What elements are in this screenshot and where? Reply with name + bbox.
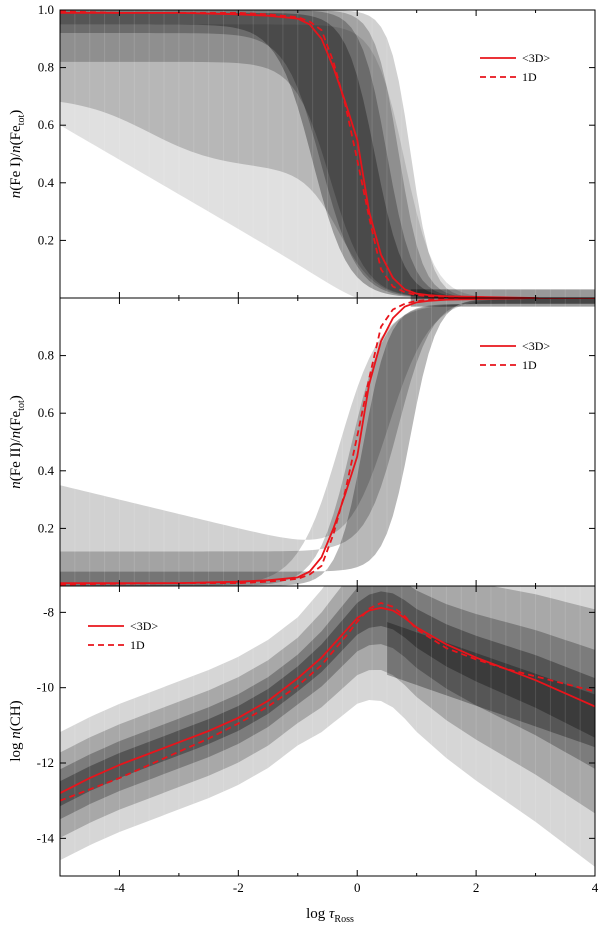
- density-band: [386, 621, 595, 748]
- series-1d-line: [60, 298, 595, 586]
- x-tick-label: 4: [592, 880, 599, 895]
- series-1d-line: [60, 10, 541, 298]
- legend: <3D> 1D: [480, 51, 550, 84]
- x-tick-label: 0: [354, 880, 361, 895]
- y-tick-label: 0.8: [38, 60, 54, 75]
- density-band: [60, 586, 595, 838]
- legend-label: 1D: [522, 70, 537, 84]
- y-axis-label-part: (Fe: [8, 410, 24, 430]
- y-axis-label: log n(CH): [8, 700, 24, 761]
- density-band: [60, 10, 595, 298]
- density-background: [60, 586, 595, 867]
- y-tick-label: 1.0: [38, 2, 54, 17]
- y-axis-label-part: n: [8, 191, 24, 199]
- y-tick-label: 0.2: [38, 520, 54, 535]
- y-tick-label: 0.2: [38, 232, 54, 247]
- density-grid: [60, 298, 595, 586]
- legend-label: <3D>: [130, 619, 158, 633]
- y-axis-label-part: (Fe I)/: [8, 152, 24, 191]
- density-background: [60, 10, 595, 298]
- legend-label: 1D: [522, 358, 537, 372]
- y-axis-label-part: n: [8, 481, 24, 489]
- y-tick-label: -14: [37, 830, 55, 845]
- density-band: [60, 591, 595, 807]
- legend-label: <3D>: [522, 339, 550, 353]
- y-axis-label-part: n: [8, 431, 24, 439]
- panel-1: 0.20.40.60.81.0n(Fe I)/n(Fetot)<3D>1D: [8, 2, 596, 299]
- y-axis-label-part: (CH): [8, 700, 24, 731]
- x-tick-label: -4: [114, 880, 125, 895]
- x-tick-label: 2: [473, 880, 480, 895]
- panel-2: 0.20.40.60.8n(Fe II)/n(Fetot)<3D>1D: [8, 297, 596, 587]
- density-band: [60, 24, 595, 298]
- series-1d-line: [60, 601, 595, 802]
- y-axis-label-part: ): [8, 395, 24, 400]
- y-axis-label-part: n: [8, 731, 24, 739]
- y-tick-label: -10: [37, 680, 54, 695]
- legend-label: <3D>: [522, 51, 550, 65]
- density-band: [60, 10, 595, 298]
- legend: <3D> 1D: [480, 339, 550, 372]
- y-axis-label: n(Fe II)/n(Fetot): [8, 395, 27, 488]
- density-band: [60, 12, 595, 298]
- y-axis-label-part: ): [8, 110, 24, 115]
- y-tick-label: -8: [43, 604, 54, 619]
- y-tick-label: 0.4: [38, 463, 55, 478]
- density-band: [60, 298, 595, 586]
- density-band: [60, 586, 595, 820]
- x-axis-label: log τRoss: [306, 906, 354, 925]
- series-3d-line: [60, 606, 595, 794]
- y-axis-label: n(Fe I)/n(Fetot): [8, 110, 27, 198]
- y-tick-label: 0.6: [38, 405, 55, 420]
- y-axis-label-sub: tot: [16, 400, 27, 411]
- x-axis-label-tau: τ: [329, 906, 335, 922]
- density-band: [60, 10, 595, 298]
- y-axis-label-part: n: [8, 145, 24, 153]
- legend-label: 1D: [130, 638, 145, 652]
- y-tick-label: 0.8: [38, 348, 54, 363]
- y-tick-label: 0.6: [38, 117, 55, 132]
- density-band: [60, 298, 595, 586]
- density-band: [60, 586, 595, 867]
- panel-frame: [59, 585, 596, 877]
- panel-3: -4 -2 0 2 4 -14 -12 -10 -8 log n(CH) <3D> 1D: [8, 585, 599, 895]
- y-axis-label-sub: tot: [16, 115, 27, 126]
- y-axis-label-part: (Fe II)/: [8, 438, 24, 482]
- x-tick-label: -2: [233, 880, 244, 895]
- y-axis-label-part: (Fe: [8, 125, 24, 145]
- legend: <3D> 1D: [88, 619, 158, 652]
- y-tick-label: 0.4: [38, 175, 55, 190]
- y-tick-label: -12: [37, 755, 54, 770]
- y-axis-label-part: log: [8, 739, 24, 762]
- x-axis-label-sub: Ross: [334, 914, 354, 925]
- density-grid: [60, 10, 595, 298]
- panels-layer: 0.20.40.60.81.0n(Fe I)/n(Fetot)<3D>1D0.2…: [8, 2, 599, 895]
- x-axis-label-log: log: [306, 906, 329, 922]
